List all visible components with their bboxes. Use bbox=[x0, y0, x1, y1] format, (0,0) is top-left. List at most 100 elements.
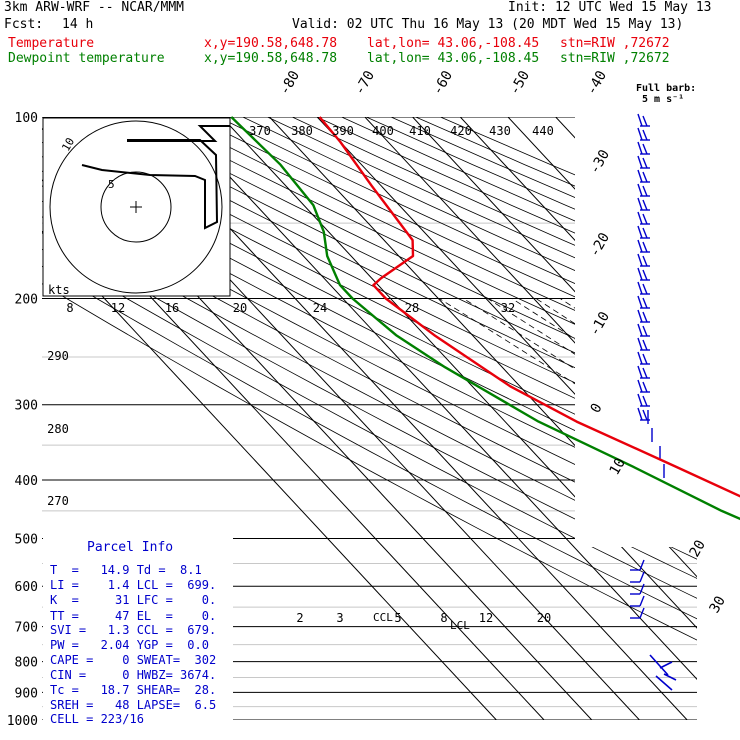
wind-barb bbox=[642, 353, 648, 365]
wind-barb bbox=[639, 583, 645, 595]
pressure-label: 100 bbox=[15, 111, 38, 126]
pressure-label: 900 bbox=[15, 686, 38, 701]
parcel-info-row: SREH = 48 LAPSE= 6.5 bbox=[50, 698, 217, 712]
moist-label: 20 bbox=[233, 301, 247, 315]
pressure-label: 700 bbox=[15, 621, 38, 636]
dry-adiabat bbox=[42, 156, 697, 488]
wind-barb bbox=[637, 155, 643, 169]
dry-adiabat bbox=[42, 200, 697, 541]
pressure-label: 1000 bbox=[7, 714, 38, 729]
hodograph: kts 5 10 bbox=[48, 120, 230, 297]
mixing-ratio-label: 2 bbox=[296, 611, 303, 625]
wind-barb bbox=[637, 141, 643, 155]
wind-barb bbox=[642, 185, 648, 197]
parcel-info-row: Tc = 18.7 SHEAR= 28. bbox=[50, 683, 217, 697]
wind-barb bbox=[642, 255, 648, 267]
isotherm-label: -40 bbox=[584, 68, 611, 98]
temperature-line bbox=[318, 116, 740, 498]
wind-barb bbox=[637, 127, 643, 141]
parcel-info-row: K = 31 LFC = 0. bbox=[50, 593, 217, 607]
wind-barb bbox=[637, 253, 643, 267]
hodo-ring-5 bbox=[100, 171, 172, 243]
wind-barb bbox=[642, 157, 648, 169]
wind-barb bbox=[642, 325, 648, 337]
wind-barb bbox=[639, 559, 645, 571]
mixing-ratio-label: 20 bbox=[537, 611, 551, 625]
dry-adiabat bbox=[42, 185, 697, 523]
wind-barb bbox=[642, 395, 648, 407]
wind-barb bbox=[642, 227, 648, 239]
moist-label: 16 bbox=[165, 301, 179, 315]
wind-barb bbox=[637, 197, 643, 211]
wind-barb bbox=[637, 295, 643, 309]
parcel-info-row: CELL = 223/16 bbox=[50, 712, 144, 726]
wind-barb bbox=[637, 225, 643, 239]
mixing-ratio-label: 12 bbox=[479, 611, 493, 625]
isotherm-label: -50 bbox=[507, 68, 534, 98]
pressure-label: 200 bbox=[15, 293, 38, 308]
theta-left-label: 290 bbox=[47, 349, 69, 363]
dry-adiabat bbox=[42, 142, 697, 472]
theta-label: 440 bbox=[532, 124, 554, 138]
diagram-grid bbox=[42, 117, 740, 720]
init-time: Init: 12 UTC Wed 15 May 13 bbox=[508, 0, 712, 15]
hodo-ring-10 bbox=[49, 120, 223, 294]
barb-legend-value: 5 m s⁻¹ bbox=[642, 94, 685, 105]
wind-barb-low bbox=[649, 654, 677, 691]
isotherm-label: -80 bbox=[277, 68, 304, 98]
temp-station: stn=RIW ,72672 bbox=[560, 36, 670, 51]
barb-legend-title: Full barb: bbox=[636, 83, 697, 94]
wind-barb bbox=[637, 113, 643, 127]
moist-label: 32 bbox=[501, 301, 515, 315]
wind-barb bbox=[637, 211, 643, 225]
hodo-trace bbox=[81, 125, 230, 230]
wind-barb bbox=[637, 393, 643, 407]
wind-barb bbox=[642, 241, 648, 253]
hodo-kts-label: kts bbox=[48, 283, 70, 297]
wind-barb bbox=[637, 337, 643, 351]
parcel-info-row: LI = 1.4 LCL = 699. bbox=[50, 578, 217, 592]
parcel-box bbox=[43, 535, 233, 720]
wind-barb bbox=[642, 297, 648, 309]
pressure-label: 400 bbox=[15, 474, 38, 489]
dry-adiabat bbox=[42, 170, 697, 506]
wind-barb bbox=[637, 351, 643, 365]
theta-label: 410 bbox=[409, 124, 431, 138]
hodo-ring-label: 5 bbox=[108, 178, 115, 191]
wind-barb bbox=[637, 183, 643, 197]
wind-barb bbox=[642, 311, 648, 323]
theta-left-label: 270 bbox=[47, 494, 69, 508]
lcl-marker: LCL bbox=[450, 619, 470, 632]
wind-barb bbox=[637, 309, 643, 323]
mixing-ratio-label: 8 bbox=[440, 611, 447, 625]
dry-adiabat bbox=[69, 117, 697, 424]
wind-barb bbox=[642, 213, 648, 225]
parcel-info-row: TT = 47 EL = 0. bbox=[50, 609, 217, 623]
theta-label: 430 bbox=[489, 124, 511, 138]
wind-barb bbox=[637, 169, 643, 183]
temp-latlon: lat,lon= 43.06,-108.45 bbox=[367, 36, 540, 51]
wind-barb bbox=[639, 607, 645, 619]
sounding-profiles bbox=[230, 116, 740, 521]
pressure-label: 800 bbox=[15, 656, 38, 671]
temp-xy: x,y=190.58,648.78 bbox=[204, 36, 338, 51]
parcel-info-row: T = 14.9 Td = 8.1 bbox=[50, 563, 202, 577]
isotherm bbox=[221, 117, 697, 629]
isotherm bbox=[699, 117, 740, 720]
mixing-ratio-label: 5 bbox=[394, 611, 401, 625]
wind-barb bbox=[637, 239, 643, 253]
isotherm-label: 10 bbox=[607, 455, 629, 478]
wind-barb bbox=[642, 339, 648, 351]
wind-barb bbox=[637, 267, 643, 281]
wind-barb bbox=[642, 115, 648, 127]
wind-barb bbox=[637, 323, 643, 337]
wind-barb bbox=[639, 595, 645, 607]
wind-barb bbox=[642, 143, 648, 155]
wind-barbs bbox=[630, 113, 677, 691]
theta-left-label: 280 bbox=[47, 422, 69, 436]
theta-label: 420 bbox=[450, 124, 472, 138]
wind-barb bbox=[642, 409, 648, 421]
theta-label: 400 bbox=[372, 124, 394, 138]
wind-barb bbox=[637, 379, 643, 393]
moist-label: 28 bbox=[405, 301, 419, 315]
